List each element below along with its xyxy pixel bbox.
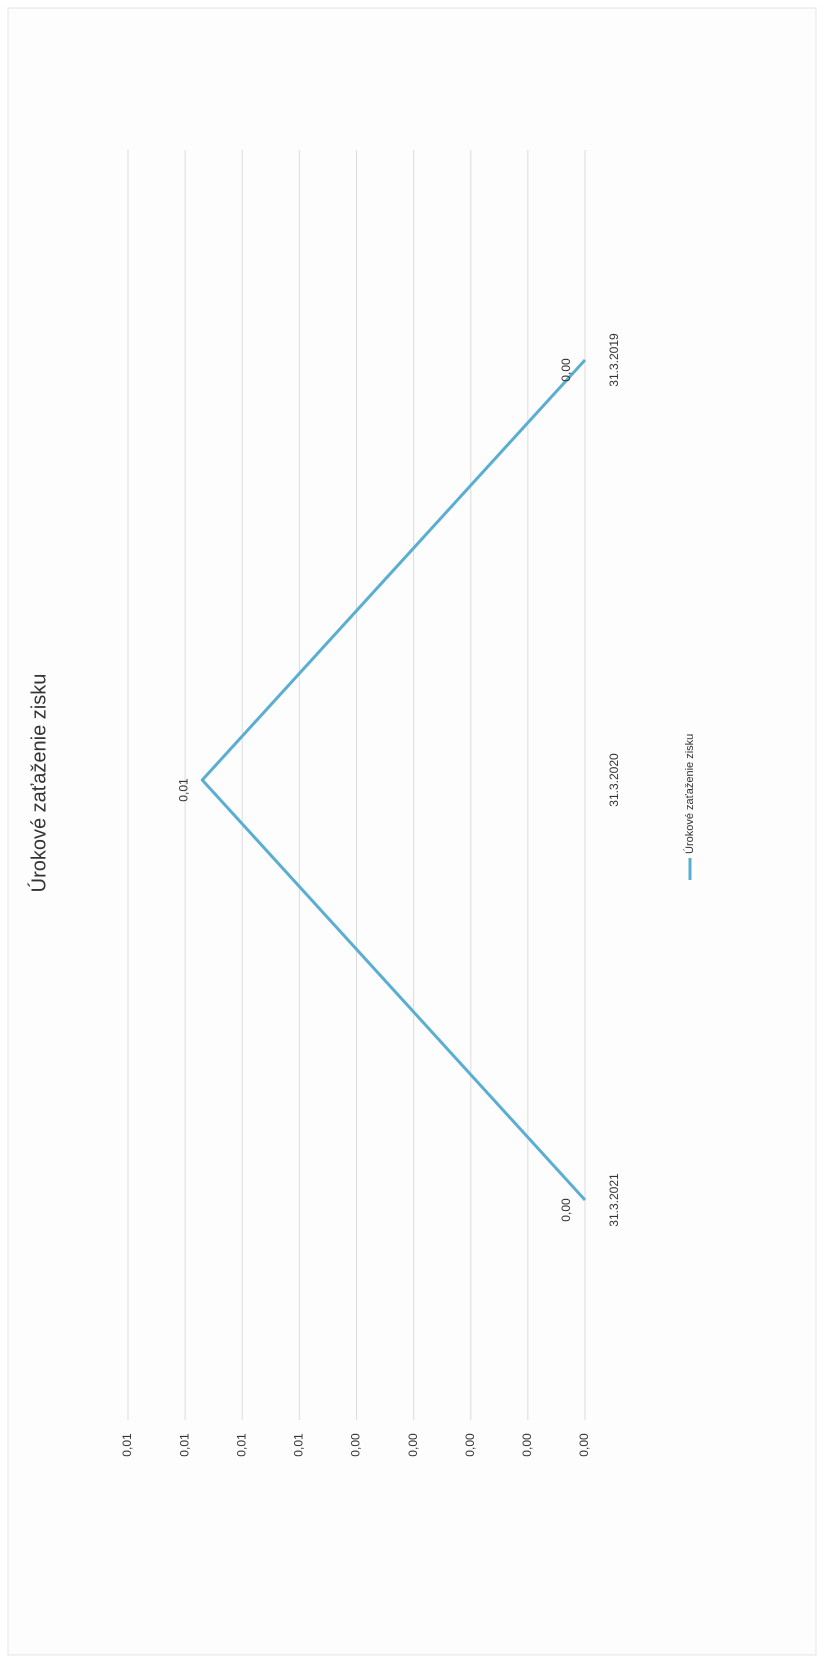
- x-tick-label: 31.3.2019: [607, 333, 621, 387]
- y-tick-label: 0,00: [520, 1433, 534, 1457]
- rotated-chart: Úrokové zaťaženie zisku 0,00 0,00 0,00 0,00…: [27, 150, 696, 1457]
- data-label: 0,00: [559, 358, 573, 382]
- chart-title: Úrokové zaťaženie zisku: [27, 674, 50, 893]
- line: [200, 358, 587, 1202]
- data-label: 0,01: [176, 778, 190, 802]
- y-tick-label: 0,00: [349, 1433, 363, 1457]
- page-frame: [7, 7, 817, 1656]
- x-tick-label: 31.3.2020: [607, 753, 621, 807]
- y-tick-label: 0,00: [406, 1433, 420, 1457]
- y-tick-label: 0,01: [120, 1433, 134, 1457]
- x-tick-label: 31.3.2021: [607, 1173, 621, 1227]
- data-label: 0,00: [559, 1198, 573, 1222]
- y-tick-label: 0,01: [177, 1433, 191, 1457]
- y-tick-label: 0,01: [234, 1433, 248, 1457]
- y-tick-label: 0,00: [577, 1433, 591, 1457]
- y-tick-label: 0,00: [463, 1433, 477, 1457]
- y-tick-label: 0,01: [292, 1433, 306, 1457]
- legend-label: Úrokové zaťaženie zisku: [683, 734, 696, 854]
